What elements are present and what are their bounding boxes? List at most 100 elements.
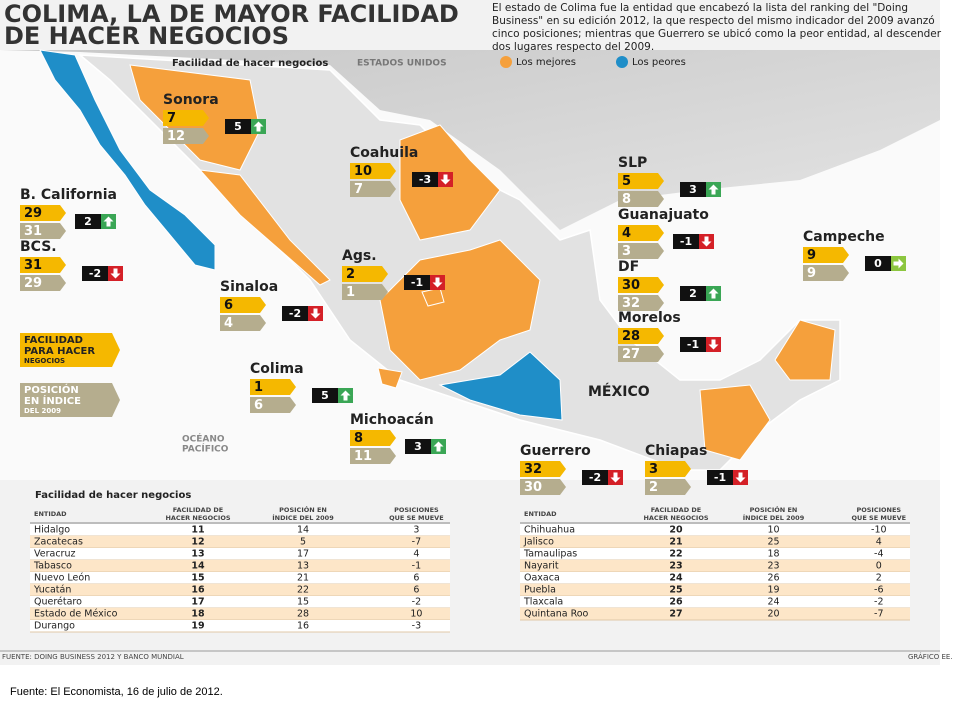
table-cell: Durango <box>34 621 75 632</box>
table-cell: -7 <box>874 609 883 620</box>
change: 5 <box>321 389 329 402</box>
change: 3 <box>414 440 422 453</box>
change: 3 <box>689 183 697 196</box>
rank-2009: 32 <box>622 296 640 311</box>
rank-2009-box <box>618 243 664 259</box>
table-cell: 28 <box>297 609 309 620</box>
table-cell: Puebla <box>524 585 556 596</box>
table-cell: Oaxaca <box>524 573 560 584</box>
state-name: Colima <box>250 361 304 377</box>
state-name: Michoacán <box>350 412 434 428</box>
table-header: HACER NEGOCIOS <box>165 514 230 522</box>
change-box <box>680 286 706 301</box>
arrow <box>440 174 451 185</box>
arrow <box>432 277 443 288</box>
rank: 7 <box>167 111 176 126</box>
arrow <box>310 308 321 319</box>
table-header: POSICIONES <box>394 506 439 514</box>
intro-line: Business" en su edición 2012, la que res… <box>492 15 935 27</box>
table-cell: 14 <box>191 561 205 572</box>
table-row <box>520 536 910 548</box>
rank-box <box>20 205 66 221</box>
table-row <box>30 596 450 608</box>
table-cell: 24 <box>669 573 683 584</box>
table-cell: 27 <box>669 609 682 620</box>
rank: 30 <box>622 278 640 293</box>
rank-2009: 2 <box>649 480 658 495</box>
rank-2009: 12 <box>167 129 185 144</box>
table-row <box>520 596 910 608</box>
table-header: FACILIDAD DE <box>173 506 223 514</box>
arrow <box>340 390 351 401</box>
table-cell: 4 <box>876 537 882 548</box>
change-box <box>282 306 308 321</box>
guerrero-shape <box>438 351 563 421</box>
rank: 29 <box>24 206 42 221</box>
table-header: ÍNDICE DEL 2009 <box>272 513 334 522</box>
table-row <box>520 560 910 572</box>
table-cell: 26 <box>767 573 779 584</box>
change-box <box>680 337 706 352</box>
table-cell: Veracruz <box>34 549 75 560</box>
title-line: DE HACER NEGOCIOS <box>4 22 289 50</box>
rank-2009: 31 <box>24 224 42 239</box>
rank-box <box>618 225 664 241</box>
header: COLIMA, LA DE MAYOR FACILIDAD DE HACER N… <box>4 0 942 53</box>
arrow <box>708 339 719 350</box>
rank-2009: 9 <box>807 266 816 281</box>
legend-label: Los peores <box>632 57 686 68</box>
arrow <box>701 236 712 247</box>
rank: 5 <box>622 174 631 189</box>
table-cell: Zacatecas <box>34 537 83 548</box>
table-cell: 25 <box>767 537 779 548</box>
table-row <box>30 548 450 560</box>
table-cell: 17 <box>297 549 309 560</box>
rank-2009: 7 <box>354 182 363 197</box>
table-cell: 2 <box>876 573 882 584</box>
table-cell: Tamaulipas <box>523 549 577 560</box>
change-box <box>75 214 101 229</box>
table-header: QUE SE MUEVE <box>852 514 907 522</box>
arrow <box>610 472 621 483</box>
table-cell: 16 <box>297 621 309 632</box>
arrow <box>708 288 719 299</box>
map-subtitle: Facilidad de hacer negocios <box>172 58 328 69</box>
ocean-label: PACÍFICO <box>182 443 229 455</box>
table-row <box>30 536 450 548</box>
rank-box <box>803 247 849 263</box>
rank-box <box>342 266 388 282</box>
change: -1 <box>714 471 726 484</box>
state-name: B. California <box>20 187 117 203</box>
baja-peninsula <box>39 49 216 271</box>
table-cell: Querétaro <box>34 597 82 608</box>
rank-box <box>20 257 66 273</box>
table-cell: -1 <box>412 561 421 572</box>
table-cell: 15 <box>191 573 204 584</box>
rank: 31 <box>24 258 42 273</box>
state-name: Ags. <box>342 248 377 264</box>
table-header: QUE SE MUEVE <box>389 514 444 522</box>
table-cell: Tlaxcala <box>523 597 563 608</box>
table-cell: 3 <box>413 525 419 536</box>
table-cell: 23 <box>767 561 779 572</box>
caption: Fuente: El Economista, 16 de julio de 20… <box>10 686 223 698</box>
table-header: POSICIÓN EN <box>279 505 327 514</box>
arrow <box>433 441 444 452</box>
table-cell: 20 <box>669 525 683 536</box>
rank-box <box>618 173 664 189</box>
change: -1 <box>411 276 423 289</box>
rank: 10 <box>354 164 372 179</box>
rank-box <box>350 163 396 179</box>
change-box <box>680 182 706 197</box>
state-name: Sinaloa <box>220 279 278 295</box>
rank: 32 <box>524 462 542 477</box>
table-cell: 24 <box>767 597 779 608</box>
table-cell: Hidalgo <box>34 525 70 536</box>
arrow <box>103 216 114 227</box>
colima-shape <box>377 367 403 389</box>
rank-2009-box <box>20 223 66 239</box>
table-cell: -4 <box>874 549 883 560</box>
source: FUENTE: DOING BUSINESS 2012 Y BANCO MUND… <box>2 653 184 661</box>
table-header: ÍNDICE DEL 2009 <box>743 513 805 522</box>
